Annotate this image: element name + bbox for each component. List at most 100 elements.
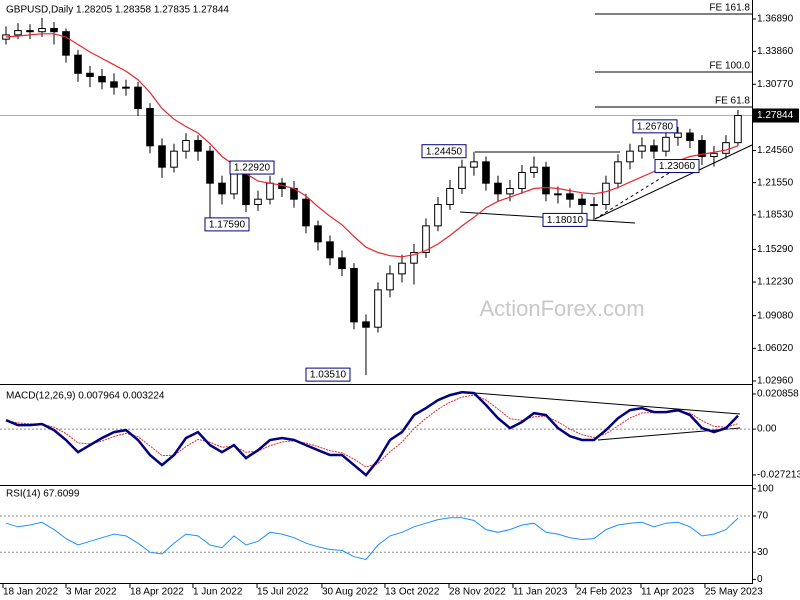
candle-body [518,172,526,190]
candle-body [338,257,346,270]
y-tick-label: 0.020858 [757,389,799,400]
candle-body [86,72,94,78]
y-tick-label: 1.15290 [757,244,794,255]
candle-body [410,252,418,264]
candle-body [26,30,34,33]
candle-body [134,86,142,110]
level-box [654,159,700,174]
level-label: 1.24450 [426,146,463,157]
candle-body [506,188,514,195]
candle-body [14,30,22,36]
candle-body [158,145,166,168]
y-tick-label: 1.06020 [757,343,794,354]
x-tick-label: 11 Jan 2023 [513,587,568,598]
current-price-box [753,108,799,123]
level-label: 1.26780 [637,121,674,132]
level-label: 1.17590 [209,220,246,231]
candle-body [542,166,550,195]
candle-body [122,86,130,89]
y-tick-label: 70 [757,511,769,522]
candle-body [110,81,118,88]
rsi-line [5,517,739,561]
candle-body [302,198,310,227]
candle-body [98,76,106,83]
level-box [542,212,588,227]
watermark: ActionForex.com [479,296,644,321]
candle-body [374,289,382,328]
candle-body [626,150,634,163]
level-box [305,367,351,382]
fe-label: FE 161.8 [709,3,750,14]
x-tick-label: 30 Aug 2022 [322,587,379,598]
candle-body [146,108,154,147]
candle-body [170,150,178,168]
candle-body [230,172,238,195]
y-tick-label: 0 [757,574,763,585]
macd-title: MACD(12,26,9) 0.007964 0.003224 [6,391,165,402]
level-label: 1.22920 [234,163,271,174]
y-tick-label: 1.21550 [757,177,794,188]
current-price-label: 1.27844 [757,110,794,121]
frame [0,0,753,584]
candle-body [74,54,82,74]
x-tick-label: 28 Nov 2022 [449,587,506,598]
candle-body [722,142,730,154]
candle-body [386,273,394,291]
y-tick-label: 1.30770 [757,79,794,90]
candle-body [494,182,502,195]
x-tick-label: 1 Jun 2022 [193,587,243,598]
x-tick-label: 25 May 2023 [705,587,763,598]
candle-body [254,198,262,206]
rsi-title: RSI(14) 67.6099 [6,489,80,500]
x-tick-label: 3 Mar 2022 [66,587,117,598]
candle-body [62,31,70,56]
level-label: 1.18010 [547,215,584,226]
signal-line [5,394,739,468]
y-tick-label: 1.36890 [757,14,794,25]
candle-body [734,115,742,144]
x-tick-label: 13 Oct 2022 [385,587,440,598]
y-tick-label: 30 [757,547,769,558]
x-tick-label: 11 Apr 2023 [641,587,695,598]
candle-body [482,161,490,184]
y-tick-label: 0.00 [757,424,777,435]
candle-body [674,132,682,138]
y-tick-label: 1.24560 [757,145,794,156]
trend-line [594,159,691,220]
candle-body [710,152,718,158]
trend-line [597,427,741,441]
level-box [632,119,678,134]
trend-line [474,392,741,415]
level-label: 1.03510 [310,370,347,381]
trend-lines [459,144,753,441]
candle-body [266,182,274,200]
y-tick-label: 1.33860 [757,46,794,57]
y-tick-label: 1.09080 [757,310,794,321]
moving-average [5,33,739,258]
candle-body [686,132,694,142]
candle-body [662,136,670,152]
fe-label: FE 61.8 [715,96,750,107]
candle-body [326,241,334,259]
candle-body [698,140,706,158]
candle-body [470,161,478,168]
candle-body [650,145,658,152]
level-box [204,217,250,232]
candle-body [182,140,190,152]
candle-body [422,225,430,254]
candle-body [206,150,214,184]
candle-body [590,204,598,207]
candle-body [530,166,538,174]
candle-body [434,204,442,227]
macd-line [5,390,739,477]
candle-body [218,182,226,195]
x-tick-label: 18 Apr 2022 [130,587,184,598]
level-box [421,144,467,159]
candle-body [602,182,610,206]
candle-body [614,161,622,184]
y-tick-label: 1.02960 [757,376,794,387]
x-tick-label: 24 Feb 2023 [576,587,633,598]
candle-body [578,198,586,206]
